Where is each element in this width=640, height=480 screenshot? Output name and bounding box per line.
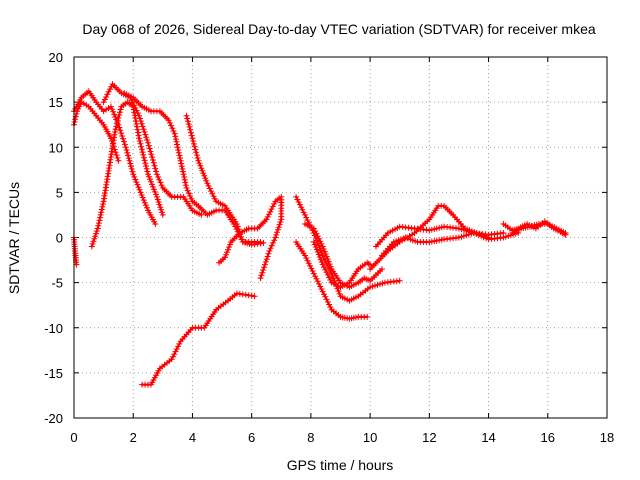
x-tick-label: 6 <box>248 430 255 445</box>
x-tick-label: 10 <box>363 430 377 445</box>
y-tick-label: 0 <box>56 231 63 246</box>
series-markers <box>121 90 267 248</box>
x-tick-label: 18 <box>600 430 614 445</box>
plot-frame <box>73 56 608 419</box>
y-tick-label: -5 <box>51 276 63 291</box>
series-sat-c <box>71 234 80 268</box>
y-tick-label: -20 <box>44 411 63 426</box>
series-sat-l <box>302 221 385 291</box>
series-markers <box>379 230 522 259</box>
series-markers <box>509 221 569 236</box>
series-sat-i <box>139 290 258 388</box>
x-tick-label: 16 <box>541 430 555 445</box>
series-layer <box>71 81 569 388</box>
x-tick-label: 0 <box>70 430 77 445</box>
x-tick-label: 8 <box>307 430 314 445</box>
y-tick-label: 15 <box>49 95 63 110</box>
y-tick-label: 5 <box>56 185 63 200</box>
x-tick-label: 14 <box>481 430 495 445</box>
series-sat-r <box>509 221 569 236</box>
x-axis-label: GPS time / hours <box>287 457 394 473</box>
y-tick-label: -10 <box>44 321 63 336</box>
series-sat-h <box>216 193 285 282</box>
series-sat-m <box>310 239 374 291</box>
grid-layer <box>74 57 607 418</box>
x-tick-label: 12 <box>422 430 436 445</box>
series-markers <box>293 239 371 322</box>
series-markers <box>88 99 166 250</box>
y-tick-label: 20 <box>49 50 63 65</box>
y-tick-label: 10 <box>49 140 63 155</box>
y-tick-label: -15 <box>44 366 63 381</box>
y-axis-label: SDTVAR / TECUs <box>6 182 22 294</box>
series-markers <box>139 290 258 388</box>
tick-layer: 0 2 4 6 8 10 12 14 16 18 -20 -15 -10 -5 0 5 10 15 20 <box>44 50 614 445</box>
series-markers <box>302 221 385 291</box>
chart-title: Day 068 of 2026, Sidereal Day-to-day VTE… <box>82 21 595 37</box>
x-tick-label: 2 <box>130 430 137 445</box>
series-sat-j <box>293 239 371 322</box>
series-sat-f <box>121 90 267 248</box>
series-line <box>185 114 262 244</box>
series-sat-p <box>379 230 522 259</box>
series-markers <box>310 239 374 291</box>
x-tick-label: 4 <box>189 430 196 445</box>
series-markers <box>71 234 80 268</box>
series-markers <box>216 193 285 282</box>
series-sat-d <box>88 99 166 250</box>
series-line <box>102 83 203 216</box>
series-sat-g <box>183 112 264 245</box>
series-markers <box>183 112 264 245</box>
series-sat-b <box>71 88 159 227</box>
